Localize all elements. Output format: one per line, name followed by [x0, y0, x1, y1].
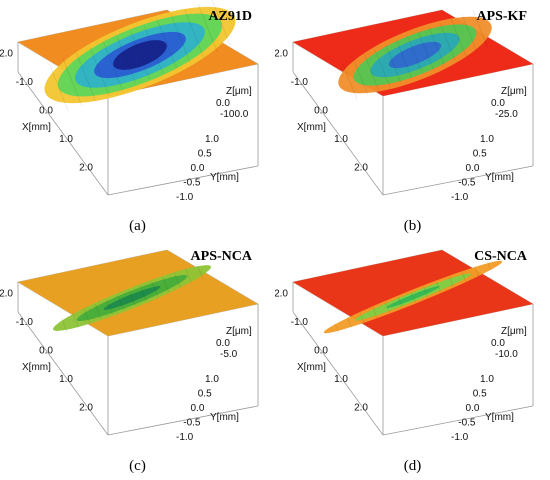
x-tick-label: -2.0 [275, 48, 288, 59]
sample-title: CS-NCA [474, 249, 528, 264]
y-tick-label: 0.0 [191, 163, 205, 174]
x-axis-label: X[mm] [297, 122, 326, 133]
x-tick-label: -1.0 [16, 317, 34, 328]
panel-caption: (d) [403, 458, 422, 474]
y-axis-label: Y[mm] [210, 412, 239, 423]
wear-track [52, 263, 212, 333]
z-axis-label: Z[μm] [226, 86, 252, 97]
x-tick-label: 1.0 [334, 134, 348, 145]
x-tick-label: 2.0 [79, 403, 93, 414]
x-tick-label: -1.0 [291, 317, 309, 328]
y-tick-label: -0.5 [183, 418, 201, 429]
axis-ticks: -2.0 -1.0 0.0 1.0 2.0 X[mm] 1.0 0.5 0.0 -0.5 -1.0 Y… [0, 288, 252, 443]
axis-ticks: -2.0 -1.0 0.0 1.0 2.0 X[mm] 1.0 0.5 0.0 -0.5 -1.0 Y… [275, 288, 527, 443]
y-tick-label: -0.5 [458, 178, 476, 189]
z-tick-label: 0.0 [216, 98, 230, 109]
panel-d: CS-NCA -2.0 -1.0 0.0 1.0 2.0 X[mm] 1.0 0.5 0.0 -0… [275, 240, 550, 480]
z-tick-label: 0.0 [216, 338, 230, 349]
x-tick-label: 0.0 [39, 106, 53, 117]
y-tick-label: 0.5 [473, 149, 487, 160]
x-axis-label: X[mm] [22, 362, 51, 373]
x-axis-label: X[mm] [22, 122, 51, 133]
wear-track [323, 260, 503, 334]
y-tick-label: -0.5 [183, 178, 201, 189]
y-tick-label: 0.5 [198, 389, 212, 400]
y-axis-label: Y[mm] [210, 172, 239, 183]
y-tick-label: -1.0 [451, 432, 469, 443]
y-tick-label: 1.0 [205, 374, 219, 385]
wear-track-band [386, 286, 440, 308]
wear-track-band [388, 41, 442, 69]
y-axis-label: Y[mm] [485, 172, 514, 183]
axis-ticks: -2.0 -1.0 0.0 1.0 2.0 X[mm] 1.0 0.5 0.0 -0.5 -1.0 Y… [0, 48, 252, 203]
x-tick-label: -1.0 [16, 77, 34, 88]
x-tick-label: 2.0 [354, 403, 368, 414]
z-tick-label: 0.0 [491, 98, 505, 109]
panel-caption: (a) [129, 218, 146, 234]
y-axis-label: Y[mm] [485, 412, 514, 423]
y-tick-label: 0.5 [473, 389, 487, 400]
x-tick-label: 2.0 [79, 163, 93, 174]
x-tick-label: 1.0 [334, 374, 348, 385]
y-tick-label: 1.0 [480, 134, 494, 145]
y-tick-label: 0.0 [466, 163, 480, 174]
y-tick-label: 0.0 [466, 403, 480, 414]
z-tick-label: -25.0 [495, 109, 518, 120]
sample-title: AZ91D [208, 9, 252, 24]
x-tick-label: -1.0 [291, 77, 309, 88]
x-tick-label: -2.0 [275, 288, 288, 299]
surface-plot-d: CS-NCA -2.0 -1.0 0.0 1.0 2.0 X[mm] 1.0 0.5 0.0 -0… [275, 249, 535, 443]
panel-a: AZ91D -2.0 -1.0 0.0 1.0 2.0 X[mm] 1.0 0.5 0.0 -0.… [0, 0, 275, 240]
z-tick-label: 0.0 [491, 338, 505, 349]
x-tick-label: 0.0 [314, 346, 328, 357]
panel-c: APS-NCA -2.0-1.00.01.02.0X[mm]1.00.50.0-… [0, 240, 275, 480]
wear-track-band [103, 286, 161, 310]
y-tick-label: 1.0 [480, 374, 494, 385]
surface-plot-c: APS-NCA -2.0-1.00.01.02.0X[mm]1.00.50.0-… [0, 249, 260, 443]
x-tick-label: -2.0 [0, 288, 13, 299]
y-tick-label: 1.0 [205, 134, 219, 145]
z-axis-label: Z[μm] [226, 326, 252, 337]
panel-caption: (b) [403, 218, 422, 234]
x-tick-label: 1.0 [59, 134, 73, 145]
x-tick-label: 2.0 [354, 163, 368, 174]
axis-ticks: -2.0 -1.0 0.0 1.0 2.0 X[mm] 1.0 0.5 0.0 -0.5 -1.0 Y… [275, 48, 527, 203]
x-axis-label: X[mm] [297, 362, 326, 373]
sample-title: APS-NCA [191, 249, 253, 264]
wear-track [44, 0, 236, 112]
y-tick-label: -1.0 [176, 192, 194, 203]
x-tick-label: 0.0 [314, 106, 328, 117]
x-tick-label: 0.0 [39, 346, 53, 357]
y-tick-label: -1.0 [176, 432, 194, 443]
z-axis-label: Z[μm] [501, 326, 527, 337]
wear-track-band [113, 40, 167, 70]
z-tick-label: -100.0 [220, 109, 249, 120]
panel-caption: (c) [129, 458, 146, 474]
surface-plot-a: AZ91D -2.0 -1.0 0.0 1.0 2.0 X[mm] 1.0 0.5 0.0 -0.… [0, 0, 260, 203]
z-axis-label: Z[μm] [501, 86, 527, 97]
y-tick-label: -1.0 [451, 192, 469, 203]
z-tick-label: -5.0 [220, 349, 238, 360]
panel-b: APS-KF -2.0 -1.0 0.0 1.0 2.0 X[mm] 1.0 0.5 0.0 -0… [275, 0, 550, 240]
surface-plot-b: APS-KF -2.0 -1.0 0.0 1.0 2.0 X[mm] 1.0 0.5 0.0 -0… [275, 9, 535, 203]
y-tick-label: 0.5 [198, 149, 212, 160]
sample-title: APS-KF [476, 9, 527, 24]
wear-track [338, 10, 492, 100]
z-tick-label: -10.0 [495, 349, 518, 360]
y-tick-label: 0.0 [191, 403, 205, 414]
x-tick-label: -2.0 [0, 48, 13, 59]
y-tick-label: -0.5 [458, 418, 476, 429]
x-tick-label: 1.0 [59, 374, 73, 385]
